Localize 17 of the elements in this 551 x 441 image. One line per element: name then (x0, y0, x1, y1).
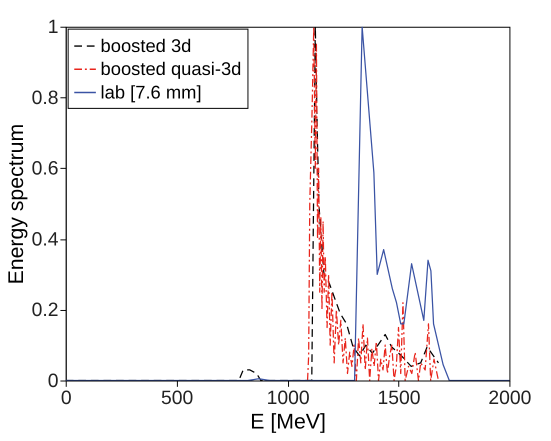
y-axis-title: Energy spectrum (4, 124, 28, 284)
y-tick-label: 0 (48, 370, 58, 392)
y-tick-label: 0.8 (32, 88, 58, 109)
legend-label: boosted 3d (100, 34, 192, 56)
x-tick-label: 1500 (377, 388, 420, 410)
y-tick-label: 1 (48, 17, 58, 38)
line-series (306, 26, 440, 381)
legend-label: lab [7.6 mm] (100, 81, 202, 102)
x-tick-label: 0 (60, 388, 72, 410)
y-tick-label: 0.4 (32, 229, 59, 250)
x-tick-label: 1000 (266, 388, 310, 410)
x-axis-title: E [MeV] (250, 409, 326, 434)
y-tick-label: 0.2 (32, 300, 58, 322)
legend-label: boosted quasi-3d (100, 58, 242, 80)
x-tick-label: 500 (161, 388, 194, 410)
x-tick-label: 2000 (488, 388, 532, 410)
y-tick-label: 0.6 (32, 158, 58, 180)
